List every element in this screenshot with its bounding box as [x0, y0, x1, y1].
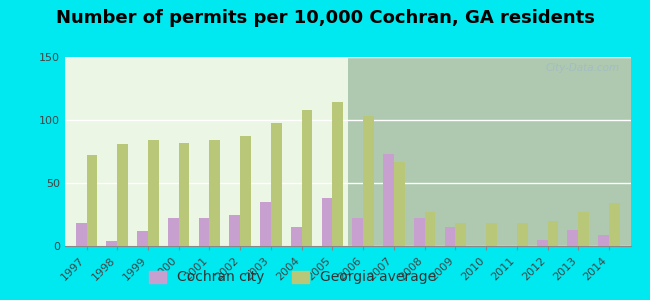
Bar [455, 223, 466, 246]
Bar [352, 218, 363, 246]
Text: Number of permits per 10,000 Cochran, GA residents: Number of permits per 10,000 Cochran, GA… [55, 9, 595, 27]
Bar [291, 227, 302, 246]
Bar [240, 136, 251, 246]
Bar [486, 223, 497, 246]
Bar [322, 198, 332, 246]
Bar [137, 231, 148, 246]
Bar [394, 162, 404, 246]
Bar [76, 223, 86, 246]
Bar [117, 144, 128, 246]
Bar [567, 230, 578, 246]
Bar [517, 223, 528, 246]
Bar [86, 155, 98, 246]
Bar [168, 218, 179, 246]
Bar [537, 240, 547, 246]
Bar [199, 218, 209, 246]
Bar [271, 122, 281, 246]
Bar [209, 140, 220, 246]
Bar [609, 203, 619, 246]
Bar [598, 235, 609, 246]
Bar [578, 212, 589, 246]
Bar [332, 102, 343, 246]
Bar [107, 241, 117, 246]
Bar [383, 154, 394, 246]
Bar [302, 110, 313, 246]
Bar [363, 116, 374, 246]
Bar [229, 214, 240, 246]
Bar [424, 212, 436, 246]
Bar [148, 140, 159, 246]
Bar [547, 221, 558, 246]
Bar [414, 218, 424, 246]
Bar [260, 202, 271, 246]
Text: City-Data.com: City-Data.com [545, 63, 619, 73]
Legend: Cochran city, Georgia average: Cochran city, Georgia average [144, 265, 441, 290]
Bar [445, 227, 455, 246]
Bar [179, 143, 189, 246]
